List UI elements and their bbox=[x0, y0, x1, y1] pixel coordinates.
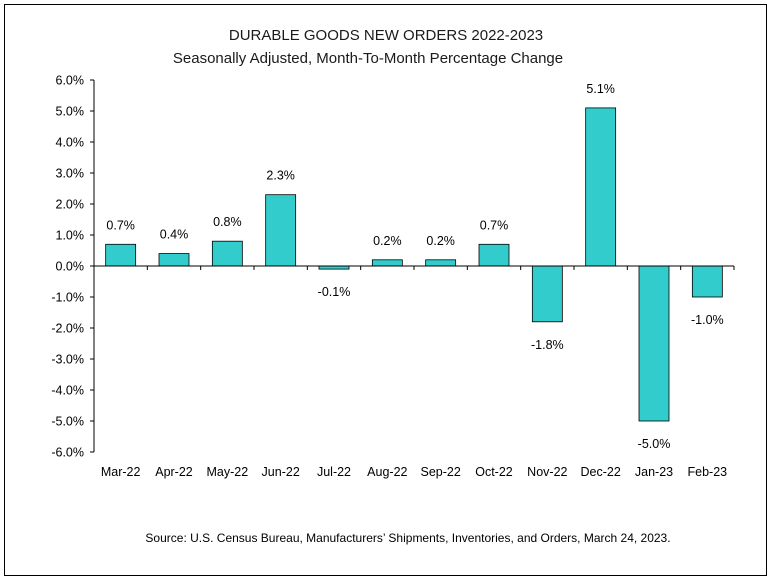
bar-jun-22 bbox=[265, 194, 297, 267]
data-label: 0.8% bbox=[213, 215, 242, 229]
bar-mar-22 bbox=[105, 243, 137, 267]
x-axis bbox=[94, 265, 735, 270]
chart-subtitle: Seasonally Adjusted, Month-To-Month Perc… bbox=[173, 50, 563, 67]
bar-apr-22 bbox=[158, 253, 190, 267]
bar-nov-22 bbox=[531, 265, 563, 323]
category-label: Feb-23 bbox=[688, 465, 728, 479]
bar-feb-23 bbox=[691, 265, 723, 298]
data-labels: 0.7% 0.4% 0.8% 2.3% -0.1% 0.2% 0.2% 0.7% -1.8% 5.… bbox=[106, 82, 723, 451]
category-label: May-22 bbox=[206, 465, 248, 479]
category-label: Apr-22 bbox=[155, 465, 193, 479]
category-label: Nov-22 bbox=[527, 465, 567, 479]
category-label: Jul-22 bbox=[317, 465, 351, 479]
y-tick-label: 4.0% bbox=[56, 136, 85, 150]
y-tick-label: -3.0% bbox=[51, 353, 84, 367]
y-tick-label: 1.0% bbox=[56, 229, 85, 243]
bar-sep-22 bbox=[425, 259, 457, 267]
data-label: 0.2% bbox=[373, 234, 402, 248]
category-label: Mar-22 bbox=[101, 465, 141, 479]
y-tick-label: -2.0% bbox=[51, 322, 84, 336]
category-label: Jun-22 bbox=[262, 465, 300, 479]
y-tick-label: 6.0% bbox=[56, 74, 85, 88]
source-note: Source: U.S. Census Bureau, Manufacturer… bbox=[145, 531, 670, 545]
data-label: 0.7% bbox=[106, 218, 135, 232]
category-label: Dec-22 bbox=[581, 465, 621, 479]
y-tick-label: -4.0% bbox=[51, 384, 84, 398]
y-tick-label: -1.0% bbox=[51, 291, 84, 305]
y-tick-label: -5.0% bbox=[51, 415, 84, 429]
data-label: 0.2% bbox=[426, 234, 455, 248]
chart-title: DURABLE GOODS NEW ORDERS 2022-2023 bbox=[229, 27, 543, 44]
category-label: Sep-22 bbox=[421, 465, 461, 479]
bar-dec-22 bbox=[585, 107, 617, 267]
y-tick-label: -6.0% bbox=[51, 446, 84, 460]
data-label: -1.0% bbox=[691, 313, 724, 327]
data-label: -0.1% bbox=[318, 285, 351, 299]
bar-aug-22 bbox=[371, 259, 403, 267]
data-label: 5.1% bbox=[586, 82, 615, 96]
data-label: 0.7% bbox=[480, 218, 509, 232]
category-label: Oct-22 bbox=[475, 465, 513, 479]
data-label: -1.8% bbox=[531, 338, 564, 352]
y-tick-label: 5.0% bbox=[56, 105, 85, 119]
bar-series bbox=[105, 107, 723, 422]
data-label: -5.0% bbox=[638, 437, 671, 451]
category-label: Jan-23 bbox=[635, 465, 673, 479]
data-label: 0.4% bbox=[160, 228, 189, 242]
category-labels: Mar-22 Apr-22 May-22 Jun-22 Jul-22 Aug-22 Sep-… bbox=[101, 465, 727, 479]
bar-oct-22 bbox=[478, 243, 510, 267]
y-axis: 6.0% 5.0% 4.0% 3.0% 2.0% 1.0% 0.0% -1.0% -2.0% -3… bbox=[51, 74, 95, 460]
y-tick-label: 0.0% bbox=[56, 260, 85, 274]
bar-jan-23 bbox=[638, 265, 670, 422]
category-label: Aug-22 bbox=[367, 465, 407, 479]
y-tick-label: 2.0% bbox=[56, 198, 85, 212]
y-tick-label: 3.0% bbox=[56, 167, 85, 181]
bar-may-22 bbox=[211, 240, 243, 267]
data-label: 2.3% bbox=[266, 169, 295, 183]
